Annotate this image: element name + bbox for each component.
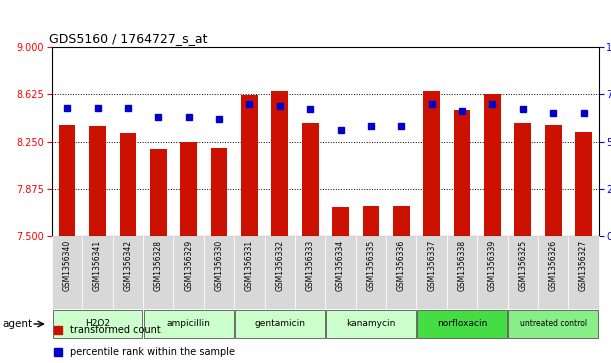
FancyBboxPatch shape	[417, 310, 507, 338]
Text: GSM1356326: GSM1356326	[549, 240, 558, 291]
FancyBboxPatch shape	[386, 236, 417, 309]
Text: GSM1356335: GSM1356335	[367, 240, 375, 291]
Text: GSM1356333: GSM1356333	[306, 240, 315, 291]
Text: GSM1356328: GSM1356328	[154, 240, 163, 290]
Bar	[454, 110, 470, 236]
Text: H2O2: H2O2	[85, 319, 110, 329]
Text: GSM1356334: GSM1356334	[336, 240, 345, 291]
FancyBboxPatch shape	[538, 236, 568, 309]
Text: GSM1356338: GSM1356338	[458, 240, 467, 291]
FancyBboxPatch shape	[326, 310, 416, 338]
FancyBboxPatch shape	[53, 310, 142, 338]
FancyBboxPatch shape	[265, 236, 295, 309]
Bar	[423, 91, 440, 236]
FancyBboxPatch shape	[143, 236, 174, 309]
Text: transformed count: transformed count	[70, 325, 161, 335]
Bar	[393, 206, 409, 236]
FancyBboxPatch shape	[174, 236, 204, 309]
Text: GSM1356336: GSM1356336	[397, 240, 406, 291]
FancyBboxPatch shape	[234, 236, 265, 309]
Text: kanamycin: kanamycin	[346, 319, 395, 329]
Bar	[211, 148, 227, 236]
Bar	[180, 142, 197, 236]
FancyBboxPatch shape	[235, 310, 325, 338]
Text: GSM1356340: GSM1356340	[62, 240, 71, 291]
Text: percentile rank within the sample: percentile rank within the sample	[70, 347, 235, 357]
Bar	[241, 95, 258, 236]
Bar	[575, 131, 592, 236]
FancyBboxPatch shape	[326, 236, 356, 309]
FancyBboxPatch shape	[204, 236, 234, 309]
Text: GDS5160 / 1764727_s_at: GDS5160 / 1764727_s_at	[49, 32, 208, 45]
Bar	[302, 123, 318, 236]
Text: GSM1356331: GSM1356331	[245, 240, 254, 291]
FancyBboxPatch shape	[52, 236, 82, 309]
FancyBboxPatch shape	[508, 310, 598, 338]
Bar	[89, 126, 106, 236]
Text: GSM1356337: GSM1356337	[427, 240, 436, 291]
Text: GSM1356332: GSM1356332	[276, 240, 284, 291]
Text: GSM1356342: GSM1356342	[123, 240, 133, 291]
Text: ampicillin: ampicillin	[167, 319, 211, 329]
Text: norfloxacin: norfloxacin	[437, 319, 487, 329]
Bar	[120, 133, 136, 236]
FancyBboxPatch shape	[477, 236, 508, 309]
Text: untreated control: untreated control	[519, 319, 587, 329]
FancyBboxPatch shape	[417, 236, 447, 309]
Text: GSM1356330: GSM1356330	[214, 240, 224, 291]
FancyBboxPatch shape	[356, 236, 386, 309]
Text: GSM1356339: GSM1356339	[488, 240, 497, 291]
FancyBboxPatch shape	[447, 236, 477, 309]
Bar	[484, 94, 501, 236]
Bar	[514, 123, 531, 236]
Text: GSM1356329: GSM1356329	[184, 240, 193, 291]
Bar	[59, 125, 76, 236]
Text: gentamicin: gentamicin	[254, 319, 306, 329]
Text: GSM1356341: GSM1356341	[93, 240, 102, 291]
FancyBboxPatch shape	[82, 236, 112, 309]
FancyBboxPatch shape	[508, 236, 538, 309]
Bar	[271, 91, 288, 236]
Bar	[362, 206, 379, 236]
Text: GSM1356327: GSM1356327	[579, 240, 588, 291]
Bar	[545, 125, 562, 236]
Text: agent: agent	[2, 319, 33, 329]
FancyBboxPatch shape	[112, 236, 143, 309]
FancyBboxPatch shape	[568, 236, 599, 309]
Text: GSM1356325: GSM1356325	[518, 240, 527, 291]
FancyBboxPatch shape	[295, 236, 326, 309]
Bar	[332, 207, 349, 236]
Bar	[150, 149, 167, 236]
FancyBboxPatch shape	[144, 310, 233, 338]
